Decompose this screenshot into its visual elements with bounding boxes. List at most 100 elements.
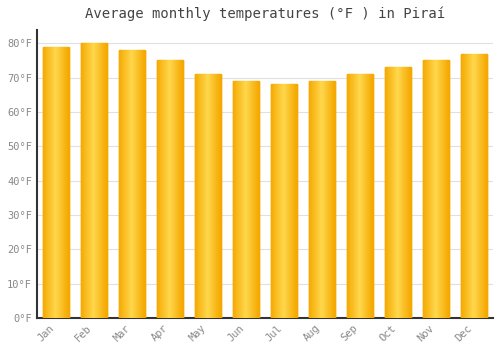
Bar bbox=[257, 81, 258, 318]
Bar bbox=[212, 74, 213, 318]
Bar bbox=[291, 84, 292, 318]
Bar bbox=[92, 43, 93, 318]
Bar bbox=[143, 50, 144, 318]
Bar bbox=[328, 81, 329, 318]
Bar bbox=[128, 50, 129, 318]
Bar bbox=[323, 81, 324, 318]
Bar bbox=[158, 61, 159, 318]
Bar bbox=[159, 61, 160, 318]
Bar bbox=[388, 67, 389, 318]
Bar bbox=[106, 43, 107, 318]
Bar bbox=[68, 47, 69, 318]
Bar bbox=[275, 84, 276, 318]
Bar bbox=[207, 74, 208, 318]
Bar bbox=[463, 54, 464, 318]
Bar bbox=[99, 43, 100, 318]
Bar bbox=[347, 74, 348, 318]
Bar bbox=[97, 43, 98, 318]
Bar bbox=[478, 54, 479, 318]
Bar bbox=[51, 47, 52, 318]
Bar bbox=[95, 43, 96, 318]
Bar bbox=[52, 47, 53, 318]
Bar bbox=[127, 50, 128, 318]
Bar bbox=[322, 81, 323, 318]
Bar bbox=[353, 74, 354, 318]
Bar bbox=[468, 54, 469, 318]
Bar bbox=[100, 43, 101, 318]
Bar bbox=[219, 74, 220, 318]
Bar bbox=[84, 43, 85, 318]
Bar bbox=[331, 81, 332, 318]
Bar bbox=[407, 67, 408, 318]
Bar bbox=[124, 50, 125, 318]
Bar bbox=[406, 67, 407, 318]
Bar bbox=[284, 84, 285, 318]
Bar bbox=[480, 54, 481, 318]
Bar bbox=[472, 54, 473, 318]
Bar bbox=[397, 67, 398, 318]
Bar bbox=[138, 50, 139, 318]
Bar bbox=[216, 74, 217, 318]
Bar bbox=[88, 43, 89, 318]
Bar bbox=[346, 74, 347, 318]
Bar bbox=[253, 81, 254, 318]
Bar bbox=[398, 67, 399, 318]
Bar bbox=[364, 74, 365, 318]
Bar bbox=[91, 43, 92, 318]
Bar bbox=[61, 47, 62, 318]
Bar bbox=[50, 47, 51, 318]
Bar bbox=[172, 61, 173, 318]
Bar bbox=[427, 61, 428, 318]
Bar bbox=[394, 67, 395, 318]
Bar bbox=[167, 61, 168, 318]
Bar bbox=[317, 81, 318, 318]
Bar bbox=[393, 67, 394, 318]
Bar bbox=[141, 50, 142, 318]
Bar bbox=[169, 61, 170, 318]
Bar bbox=[352, 74, 353, 318]
Bar bbox=[217, 74, 218, 318]
Bar bbox=[104, 43, 105, 318]
Bar bbox=[359, 74, 360, 318]
Bar bbox=[464, 54, 465, 318]
Bar bbox=[473, 54, 474, 318]
Bar bbox=[83, 43, 84, 318]
Bar bbox=[424, 61, 425, 318]
Bar bbox=[369, 74, 370, 318]
Bar bbox=[47, 47, 48, 318]
Bar bbox=[447, 61, 448, 318]
Bar bbox=[130, 50, 131, 318]
Bar bbox=[56, 47, 57, 318]
Bar bbox=[429, 61, 430, 318]
Bar bbox=[282, 84, 283, 318]
Bar bbox=[272, 84, 273, 318]
Bar bbox=[432, 61, 433, 318]
Bar bbox=[199, 74, 200, 318]
Bar bbox=[213, 74, 214, 318]
Bar bbox=[129, 50, 130, 318]
Bar bbox=[64, 47, 65, 318]
Bar bbox=[327, 81, 328, 318]
Bar bbox=[479, 54, 480, 318]
Bar bbox=[296, 84, 297, 318]
Bar bbox=[270, 84, 271, 318]
Bar bbox=[254, 81, 255, 318]
Bar bbox=[470, 54, 471, 318]
Bar bbox=[409, 67, 410, 318]
Bar bbox=[365, 74, 366, 318]
Bar bbox=[208, 74, 209, 318]
Bar bbox=[485, 54, 486, 318]
Bar bbox=[168, 61, 169, 318]
Bar bbox=[118, 50, 119, 318]
Bar bbox=[87, 43, 88, 318]
Bar bbox=[316, 81, 317, 318]
Bar bbox=[384, 67, 385, 318]
Bar bbox=[180, 61, 181, 318]
Bar bbox=[54, 47, 55, 318]
Bar bbox=[430, 61, 431, 318]
Bar bbox=[287, 84, 288, 318]
Bar bbox=[134, 50, 135, 318]
Bar bbox=[333, 81, 334, 318]
Bar bbox=[321, 81, 322, 318]
Bar bbox=[255, 81, 256, 318]
